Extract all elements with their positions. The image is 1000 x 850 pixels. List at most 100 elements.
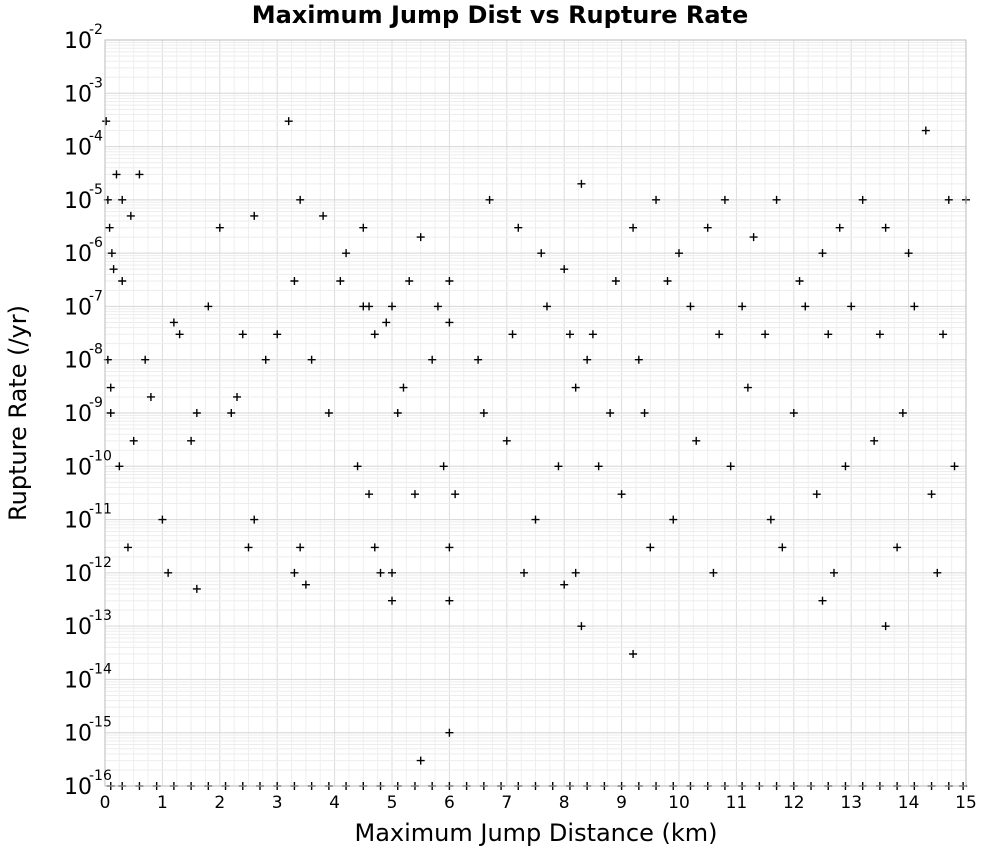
y-tick-label: 10-2 <box>64 22 103 54</box>
x-tick-label: 7 <box>501 793 512 813</box>
data-point <box>273 330 282 339</box>
x-tick-label: 10 <box>668 793 690 813</box>
data-point <box>950 462 959 471</box>
data-point <box>508 330 517 339</box>
data-point <box>829 568 838 577</box>
data-point <box>669 515 678 524</box>
y-tick-base: 10 <box>64 242 92 267</box>
data-point <box>319 211 328 220</box>
data-point <box>634 355 643 364</box>
data-point <box>296 543 305 552</box>
y-tick-exponent: -7 <box>89 288 103 304</box>
data-point <box>370 330 379 339</box>
y-tick-label: 10-5 <box>64 182 103 214</box>
data-point <box>439 462 448 471</box>
y-tick-base: 10 <box>64 402 92 427</box>
data-point <box>875 330 884 339</box>
x-axis-ticks: 0 1 2 3 4 5 6 7 8 9 10 11 12 13 14 15 <box>100 793 977 813</box>
x-tick-label: 5 <box>387 793 398 813</box>
x-tick-label: 1 <box>157 793 168 813</box>
data-point <box>115 462 124 471</box>
x-tick-label: 11 <box>726 793 748 813</box>
data-point <box>646 543 655 552</box>
y-tick-label: 10-9 <box>64 395 103 427</box>
data-point <box>336 277 345 286</box>
data-point <box>192 409 201 417</box>
data-point <box>629 650 638 659</box>
data-point <box>944 195 953 204</box>
data-point <box>571 383 580 392</box>
data-point <box>818 249 827 258</box>
y-tick-base: 10 <box>64 349 92 374</box>
data-point <box>428 355 437 364</box>
data-point <box>577 179 586 188</box>
data-point <box>129 436 138 445</box>
data-point <box>537 249 546 258</box>
data-point <box>571 568 580 577</box>
data-point <box>709 568 718 577</box>
data-point <box>485 195 494 204</box>
data-point <box>474 355 483 364</box>
data-point <box>675 249 683 258</box>
y-tick-base: 10 <box>64 562 92 587</box>
data-point <box>107 249 116 258</box>
data-point <box>617 490 626 499</box>
data-point <box>818 596 827 605</box>
data-point <box>261 355 270 364</box>
data-point <box>416 233 425 242</box>
y-tick-base: 10 <box>64 189 92 214</box>
data-point <box>296 195 305 204</box>
y-tick-base: 10 <box>64 722 92 747</box>
data-point <box>663 277 672 286</box>
data-point <box>118 277 127 286</box>
y-tick-base: 10 <box>64 615 92 640</box>
data-point <box>410 490 419 499</box>
x-tick-label: 14 <box>898 793 920 813</box>
y-tick-label: 10-3 <box>64 75 103 107</box>
data-point <box>531 515 540 524</box>
data-point <box>192 584 201 593</box>
data-point <box>801 302 810 311</box>
data-point <box>554 462 563 471</box>
data-point <box>135 170 144 179</box>
y-tick-base: 10 <box>64 509 92 534</box>
data-point <box>927 490 936 499</box>
data-point <box>445 596 454 605</box>
y-tick-exponent: -2 <box>89 22 103 38</box>
data-point <box>606 409 615 417</box>
y-tick-label: 10-4 <box>64 129 103 161</box>
data-point <box>393 409 402 417</box>
data-point <box>324 409 333 417</box>
x-tick-label: 3 <box>272 793 283 813</box>
grid <box>104 40 967 787</box>
data-point <box>939 330 948 339</box>
y-tick-label: 10-7 <box>64 288 103 320</box>
data-point <box>204 302 213 311</box>
data-point <box>841 462 850 471</box>
data-point <box>720 195 729 204</box>
data-point <box>445 277 454 286</box>
data-point <box>388 596 396 605</box>
data-point <box>772 195 781 204</box>
data-point <box>904 249 913 258</box>
data-point <box>640 409 649 417</box>
data-point <box>187 436 196 445</box>
x-tick-label: 13 <box>840 793 862 813</box>
y-tick-exponent: -16 <box>89 768 112 784</box>
data-point <box>445 728 454 737</box>
data-point <box>933 568 942 577</box>
data-point <box>881 622 890 631</box>
x-tick-label: 15 <box>955 793 977 813</box>
y-tick-exponent: -11 <box>89 502 112 518</box>
data-point <box>921 126 930 135</box>
data-point <box>743 383 752 392</box>
data-point <box>560 265 569 274</box>
x-tick-label: 2 <box>214 793 225 813</box>
data-point <box>726 462 735 471</box>
data-point <box>244 543 253 552</box>
x-tick-label: 12 <box>783 793 805 813</box>
data-point <box>301 580 310 589</box>
data-point <box>778 543 787 552</box>
y-tick-base: 10 <box>64 775 92 800</box>
data-point <box>175 330 184 339</box>
